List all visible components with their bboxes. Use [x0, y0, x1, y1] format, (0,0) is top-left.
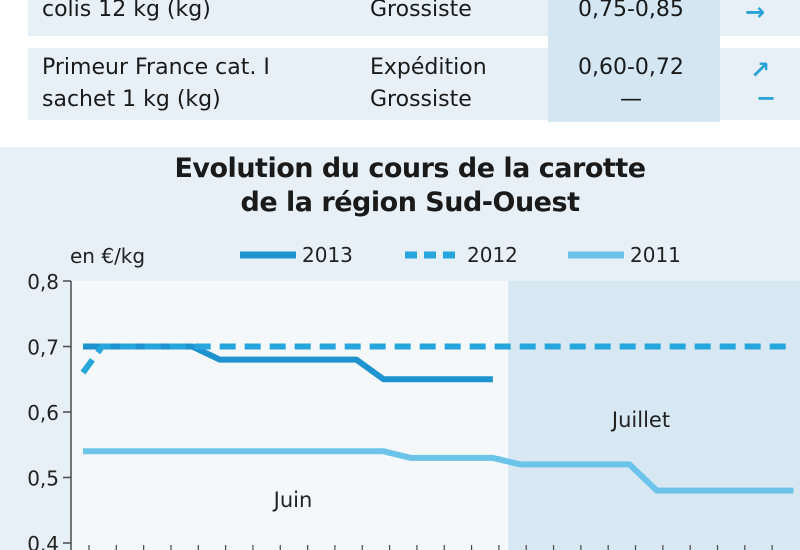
- y-tick-label: 0,8: [27, 270, 59, 294]
- y-tick-label: 0,5: [27, 467, 59, 491]
- legend-label: 2012: [467, 243, 518, 267]
- month-label: Juin: [272, 488, 313, 512]
- price-table: colis 12 kg (kg) Grossiste 0,75-0,85 → P…: [0, 0, 800, 130]
- y-axis-label: en €/kg: [70, 244, 145, 268]
- legend-label: 2013: [302, 243, 353, 267]
- chart-svg: 0,8 0,7 0,6 0,5 0,4 en €/kg Juin Juillet 2013 201…: [27, 243, 800, 550]
- arrow-right-icon: →: [745, 0, 766, 26]
- series-line-2013: [83, 343, 493, 383]
- price-cell: —: [620, 87, 642, 112]
- month-label: Juillet: [610, 408, 670, 432]
- month-shade-juillet: [508, 281, 800, 550]
- y-tick-label: 0,4: [27, 532, 59, 550]
- price-column: [548, 0, 720, 122]
- chart-subtitle: de la région Sud-Ouest: [240, 187, 580, 218]
- chart-title: Evolution du cours de la carotte: [174, 153, 646, 184]
- legend-label: 2011: [630, 243, 681, 267]
- series-line-2011: [83, 448, 794, 494]
- product-cell: Primeur France cat. I: [42, 55, 270, 80]
- series-line-2012: [80, 343, 794, 375]
- chart-panel: Evolution du cours de la carotte de la r…: [0, 147, 800, 550]
- y-tick-label: 0,7: [27, 336, 59, 360]
- arrow-up-right-icon: ↗: [750, 56, 771, 84]
- dash-icon: −: [756, 84, 777, 112]
- stage-cell: Grossiste: [370, 0, 472, 22]
- price-cell: 0,75-0,85: [578, 0, 684, 22]
- product-cell: sachet 1 kg (kg): [42, 87, 221, 112]
- y-tick-label: 0,6: [27, 401, 59, 425]
- stage-cell: Grossiste: [370, 87, 472, 112]
- price-cell: 0,60-0,72: [578, 55, 684, 80]
- product-cell: colis 12 kg (kg): [42, 0, 211, 22]
- stage-cell: Expédition: [370, 55, 487, 80]
